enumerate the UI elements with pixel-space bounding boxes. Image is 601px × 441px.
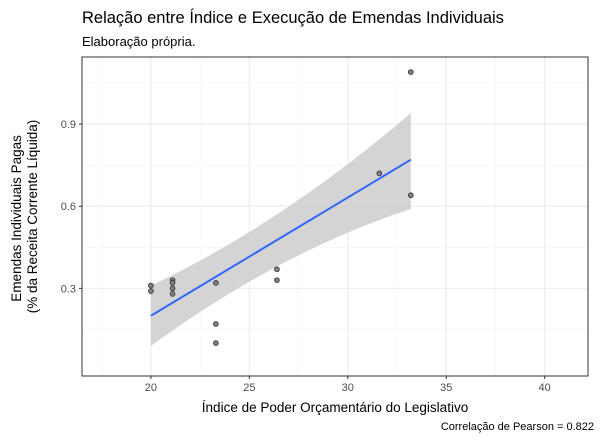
x-tick-label: 20 <box>145 382 157 394</box>
x-axis-ticks: 20 25 30 35 40 <box>145 376 551 394</box>
data-point <box>148 282 154 289</box>
confidence-band <box>150 113 411 346</box>
data-point <box>148 288 154 294</box>
fit-line <box>150 158 412 317</box>
y-tick-label: 0.6 <box>61 201 76 213</box>
data-point <box>274 277 280 284</box>
data-point <box>407 192 414 199</box>
y-axis-label-line-2: (% da Receita Corrente Líquida) <box>25 120 40 314</box>
data-point <box>169 280 176 286</box>
y-tick-label: 0.9 <box>61 119 76 131</box>
data-points <box>148 69 414 346</box>
data-point <box>376 170 383 177</box>
y-tick-label: 0.3 <box>61 283 76 295</box>
chart-title: Relação entre Índice e Execução de Emend… <box>82 8 504 27</box>
chart-subtitle: Elaboração própria. <box>82 34 195 49</box>
y-axis-label: Emendas Individuais Pagas (% da Receita … <box>9 120 40 314</box>
data-point <box>407 69 414 75</box>
regression-line <box>150 158 412 317</box>
x-tick-label: 25 <box>243 382 255 394</box>
data-point <box>213 280 219 286</box>
ci-band <box>150 113 411 346</box>
data-point <box>169 291 176 297</box>
y-axis-ticks: 0.3 0.6 0.9 <box>61 119 82 295</box>
data-point <box>213 321 219 327</box>
x-axis-label: Índice de Poder Orçamentário do Legislat… <box>202 400 468 415</box>
y-axis-label-line-1: Emendas Individuais Pagas <box>9 135 24 302</box>
x-tick-label: 35 <box>440 382 452 394</box>
x-tick-label: 30 <box>342 382 354 394</box>
x-tick-label: 40 <box>539 382 551 394</box>
data-point <box>274 266 280 273</box>
data-point <box>169 285 176 292</box>
chart-caption: Correlação de Pearson = 0.822 <box>441 421 594 433</box>
panel-border <box>81 56 589 377</box>
data-point <box>213 340 219 346</box>
